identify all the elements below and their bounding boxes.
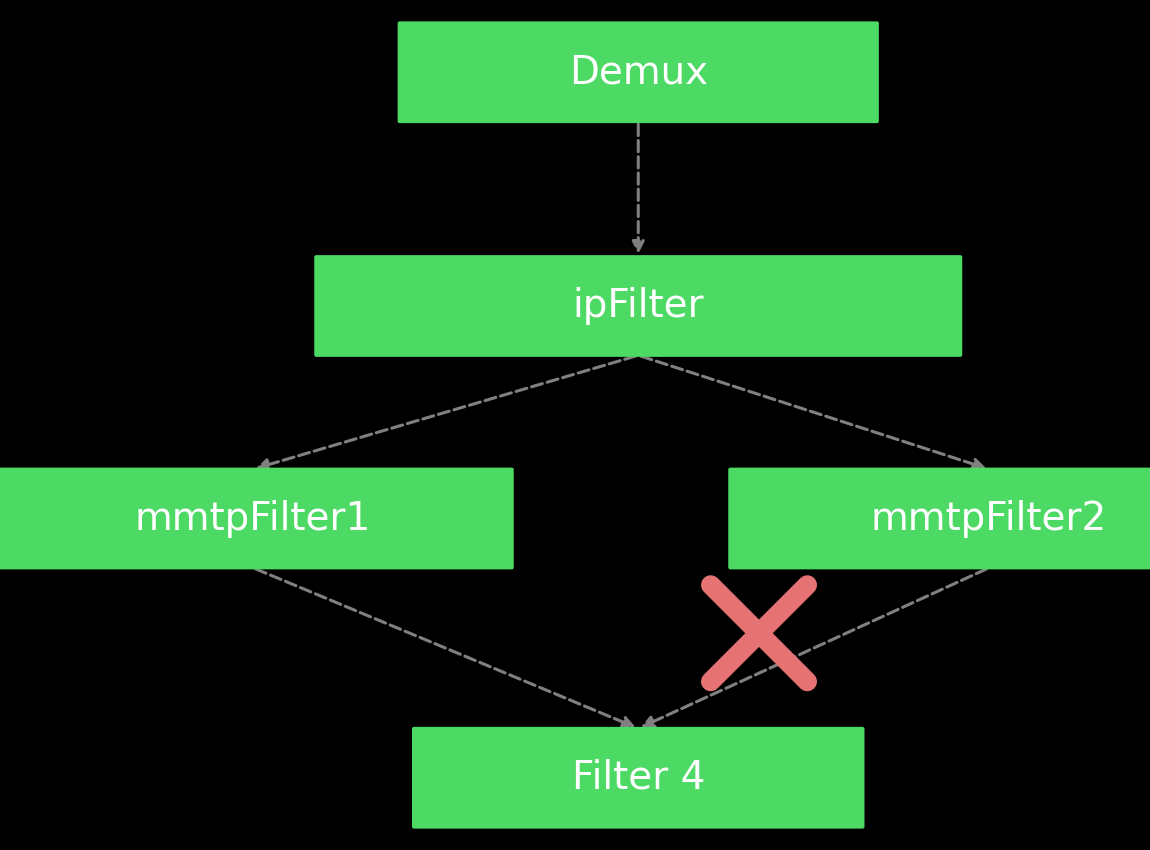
Text: ipFilter: ipFilter: [573, 287, 704, 325]
FancyBboxPatch shape: [0, 468, 514, 570]
Text: Demux: Demux: [569, 54, 707, 91]
Text: mmtpFilter2: mmtpFilter2: [871, 500, 1107, 537]
Text: mmtpFilter1: mmtpFilter1: [135, 500, 371, 537]
FancyBboxPatch shape: [314, 255, 963, 357]
FancyBboxPatch shape: [398, 21, 879, 123]
FancyBboxPatch shape: [412, 727, 865, 829]
FancyBboxPatch shape: [728, 468, 1150, 570]
Text: Filter 4: Filter 4: [572, 759, 705, 796]
